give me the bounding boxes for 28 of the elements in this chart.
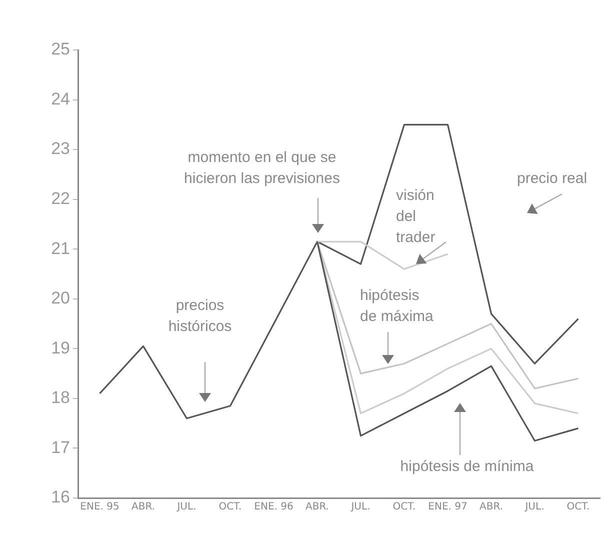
x-tick-label: ABR.	[306, 502, 329, 513]
x-tick-label: JUL.	[176, 502, 196, 513]
y-tick-label: 23	[51, 139, 70, 158]
x-tick-label: JUL.	[350, 502, 370, 513]
annotation: momento en el que se hicieron las previsiones	[184, 149, 340, 188]
x-tick-label: OCT.	[218, 502, 242, 513]
annotation: hipótesis de máxima	[360, 287, 434, 326]
y-tick-label: 24	[51, 89, 70, 108]
x-tick-label: JUL.	[524, 502, 544, 513]
annotation: visión del trader	[396, 187, 436, 246]
x-tick-label: ENE. 95	[80, 502, 120, 513]
y-tick-label: 20	[51, 288, 70, 308]
y-tick-label: 17	[51, 438, 70, 457]
annotation: precios históricos	[168, 297, 232, 336]
x-tick-label: ENE. 96	[254, 502, 294, 513]
y-tick-label: 25	[51, 40, 70, 59]
x-tick-label: OCT.	[566, 502, 590, 513]
annotation: hipótesis de mínima	[400, 458, 534, 476]
x-tick-label: ABR.	[132, 502, 155, 513]
x-tick-label: OCT.	[392, 502, 416, 513]
y-tick-label: 21	[51, 238, 70, 258]
y-tick-label: 18	[51, 388, 70, 408]
y-tick-label: 22	[51, 189, 70, 208]
x-tick-label: ENE. 97	[428, 502, 468, 513]
y-tick-label: 16	[51, 488, 70, 507]
annotation: precio real	[517, 170, 588, 188]
y-tick-label: 19	[51, 338, 70, 358]
x-tick-label: ABR.	[480, 502, 503, 513]
